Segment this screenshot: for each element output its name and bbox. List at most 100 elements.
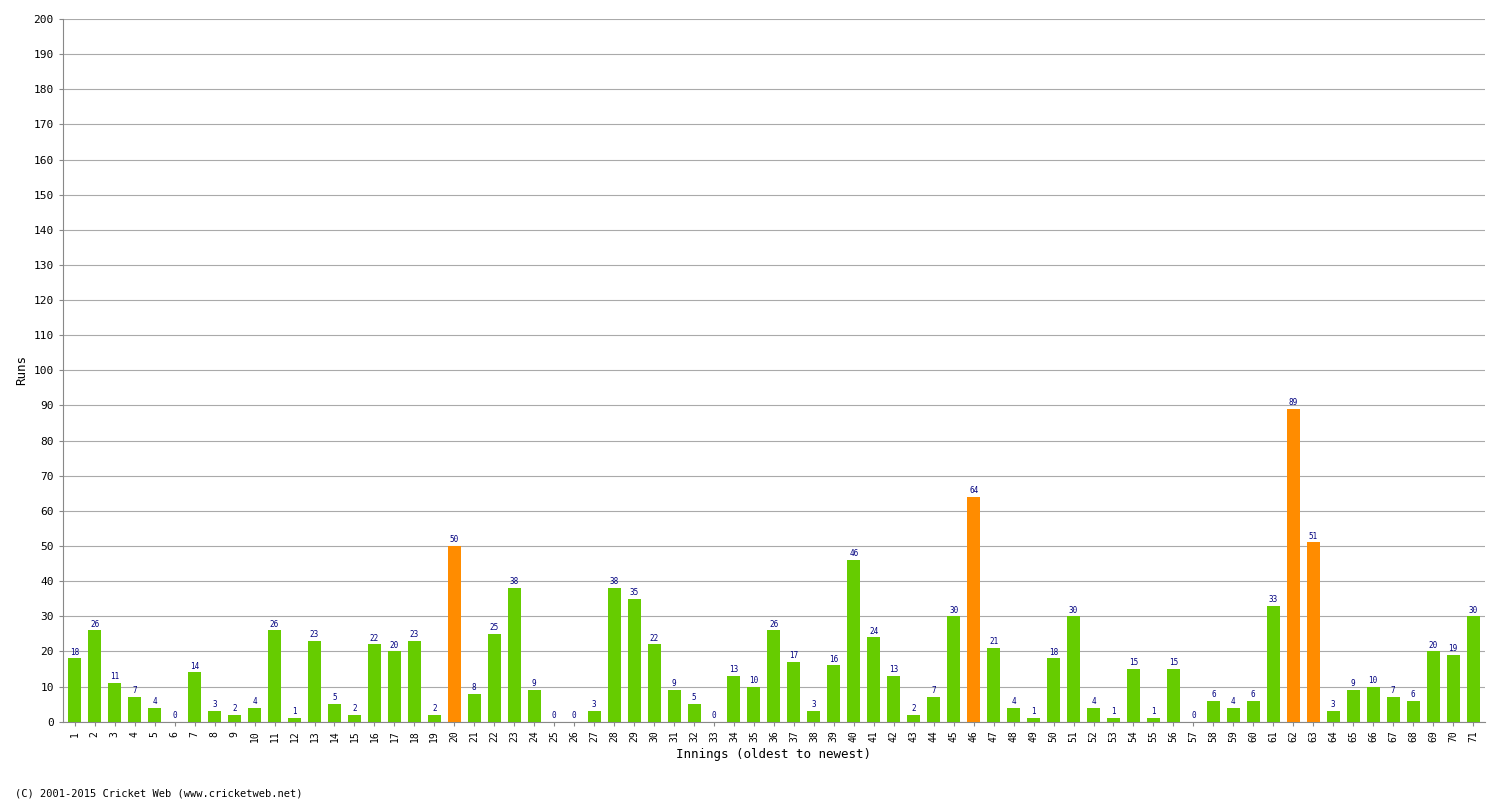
Bar <box>668 690 681 722</box>
Text: 4: 4 <box>1090 697 1096 706</box>
Text: 23: 23 <box>410 630 419 639</box>
Text: 13: 13 <box>890 666 898 674</box>
Text: 22: 22 <box>650 634 658 642</box>
Text: 30: 30 <box>1070 606 1078 614</box>
Bar <box>687 704 700 722</box>
Bar <box>368 644 381 722</box>
Bar <box>1126 669 1140 722</box>
Bar <box>1446 655 1460 722</box>
Text: 0: 0 <box>572 711 576 720</box>
Text: 8: 8 <box>472 683 477 692</box>
Bar <box>1227 708 1240 722</box>
Bar <box>128 697 141 722</box>
Bar <box>209 711 220 722</box>
Text: 3: 3 <box>1330 700 1335 710</box>
Bar <box>1268 606 1280 722</box>
Bar <box>1007 708 1020 722</box>
Bar <box>1326 711 1340 722</box>
Bar <box>788 662 801 722</box>
Bar <box>228 714 242 722</box>
Text: 7: 7 <box>1390 686 1395 695</box>
Text: 38: 38 <box>609 578 618 586</box>
Bar <box>1426 651 1440 722</box>
Bar <box>768 630 780 722</box>
Bar <box>528 690 540 722</box>
Bar <box>427 714 441 722</box>
Text: 13: 13 <box>729 666 738 674</box>
Text: 20: 20 <box>390 641 399 650</box>
Text: 4: 4 <box>252 697 257 706</box>
Text: 1: 1 <box>292 707 297 716</box>
Bar <box>308 641 321 722</box>
Bar <box>867 638 880 722</box>
Text: 5: 5 <box>332 694 338 702</box>
Text: 33: 33 <box>1269 595 1278 604</box>
Text: 35: 35 <box>630 588 639 597</box>
Text: 2: 2 <box>352 704 357 713</box>
Bar <box>1366 686 1380 722</box>
Bar <box>946 616 960 722</box>
Text: 2: 2 <box>232 704 237 713</box>
Bar <box>348 714 361 722</box>
Bar <box>268 630 280 722</box>
Text: 18: 18 <box>1048 648 1058 657</box>
Text: 7: 7 <box>932 686 936 695</box>
Text: 26: 26 <box>90 619 99 629</box>
Bar <box>1088 708 1100 722</box>
Text: 1: 1 <box>1112 707 1116 716</box>
Bar <box>588 711 600 722</box>
Bar <box>1167 669 1180 722</box>
Bar <box>1028 718 1039 722</box>
Text: 9: 9 <box>672 679 676 688</box>
Bar <box>1148 718 1160 722</box>
Bar <box>608 588 621 722</box>
Text: 15: 15 <box>1130 658 1138 667</box>
Bar <box>828 666 840 722</box>
Text: 15: 15 <box>1168 658 1178 667</box>
Text: 10: 10 <box>1368 676 1378 685</box>
Bar <box>627 598 640 722</box>
Text: 22: 22 <box>370 634 380 642</box>
Bar <box>288 718 302 722</box>
Bar <box>987 648 1000 722</box>
Text: 6: 6 <box>1210 690 1215 699</box>
Text: 46: 46 <box>849 550 858 558</box>
Text: 64: 64 <box>969 486 978 495</box>
Bar <box>488 634 501 722</box>
Text: 38: 38 <box>510 578 519 586</box>
Text: 14: 14 <box>190 662 200 670</box>
Bar <box>968 497 980 722</box>
Text: 0: 0 <box>1191 711 1196 720</box>
Text: 9: 9 <box>532 679 537 688</box>
Bar <box>728 676 741 722</box>
Text: 24: 24 <box>868 626 879 635</box>
Bar <box>1467 616 1479 722</box>
Text: 4: 4 <box>153 697 158 706</box>
Text: 6: 6 <box>1251 690 1256 699</box>
Bar <box>388 651 400 722</box>
Text: 4: 4 <box>1232 697 1236 706</box>
Bar <box>88 630 102 722</box>
Bar <box>1347 690 1359 722</box>
Text: 19: 19 <box>1449 644 1458 653</box>
Text: 0: 0 <box>711 711 717 720</box>
Text: 11: 11 <box>110 672 120 682</box>
Text: 26: 26 <box>770 619 778 629</box>
Text: 18: 18 <box>70 648 80 657</box>
Bar <box>1287 409 1299 722</box>
Y-axis label: Runs: Runs <box>15 355 28 386</box>
Text: 10: 10 <box>750 676 759 685</box>
Text: 3: 3 <box>213 700 217 710</box>
Bar <box>908 714 920 722</box>
Bar <box>847 560 861 722</box>
Text: 50: 50 <box>450 535 459 544</box>
Text: 17: 17 <box>789 651 798 660</box>
Text: 5: 5 <box>692 694 696 702</box>
Text: (C) 2001-2015 Cricket Web (www.cricketweb.net): (C) 2001-2015 Cricket Web (www.cricketwe… <box>15 788 303 798</box>
Text: 16: 16 <box>830 654 839 664</box>
Bar <box>807 711 820 722</box>
Bar <box>509 588 520 722</box>
Bar <box>148 708 160 722</box>
Text: 89: 89 <box>1288 398 1298 407</box>
Text: 21: 21 <box>988 637 999 646</box>
